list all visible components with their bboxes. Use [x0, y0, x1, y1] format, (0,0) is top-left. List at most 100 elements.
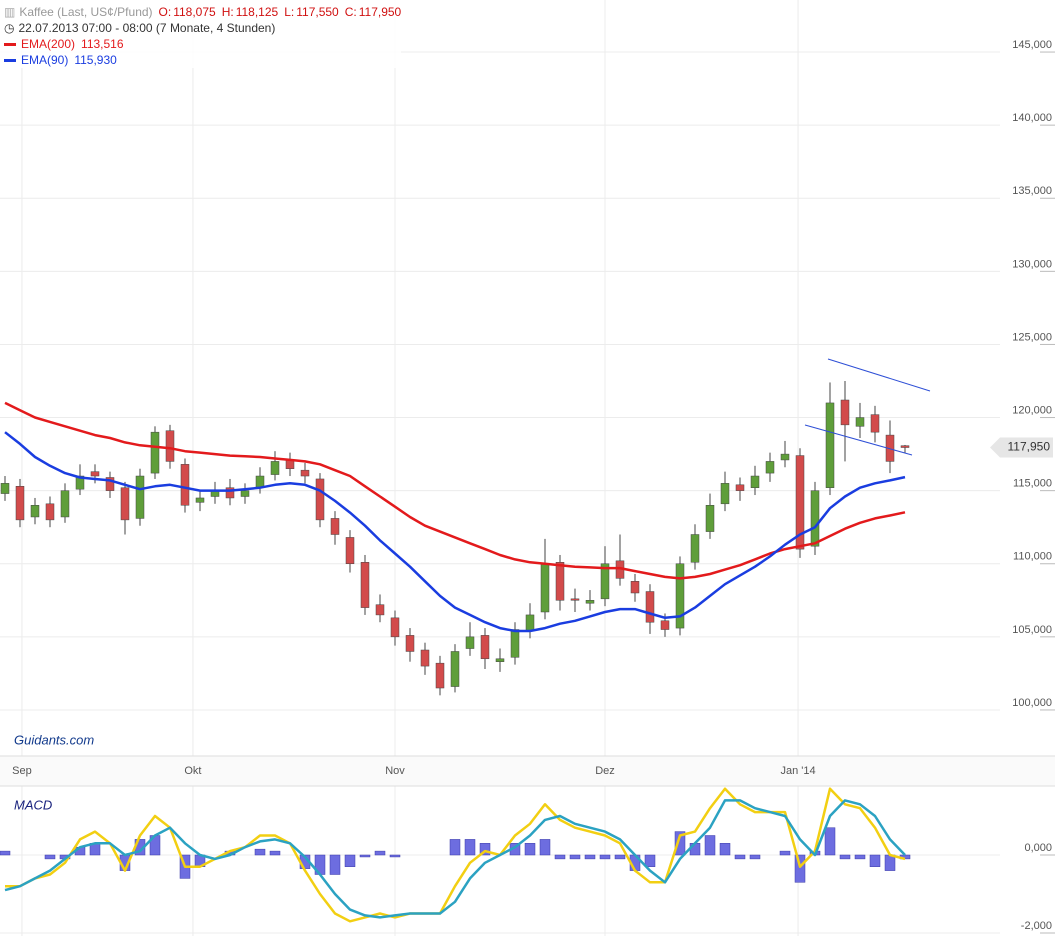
histogram-bar: [869, 854, 881, 867]
header-row: ◷ 22.07.2013 07:00 - 08:00 (7 Monate, 4 …: [4, 20, 401, 36]
y-tick-label: 110,000: [1013, 551, 1052, 563]
legend-row: EMA(200) 113,516: [4, 36, 401, 52]
candle-body: [750, 475, 760, 488]
last-price-label: 117,950: [1008, 440, 1051, 454]
candle-body: [705, 505, 715, 532]
candle-body: [450, 651, 460, 687]
candle-body: [405, 635, 415, 652]
histogram-bar: [734, 854, 746, 860]
legend-value: 115,930: [74, 53, 117, 67]
candle-body: [600, 563, 610, 600]
marks-layer: [0, 380, 911, 923]
candle-body: [900, 445, 910, 448]
candle-body: [885, 434, 895, 462]
histogram-bar: [884, 854, 896, 871]
histogram-bar: [539, 839, 551, 856]
histogram-bar: [644, 854, 656, 867]
histogram-bar: [569, 854, 581, 860]
candle-body: [330, 518, 340, 535]
candle-body: [465, 636, 475, 649]
candle-body: [360, 562, 370, 608]
histogram-bar: [344, 854, 356, 867]
histogram-bar: [389, 854, 401, 858]
histogram-bar: [839, 854, 851, 860]
histogram-bar: [794, 854, 806, 883]
candle-body: [300, 469, 310, 477]
macd-title: MACD: [14, 797, 52, 812]
candle-body: [855, 417, 865, 427]
histogram-bar: [554, 854, 566, 860]
histogram-bar: [44, 854, 56, 860]
histogram-bar: [269, 850, 281, 856]
candle-body: [735, 484, 745, 491]
candle-body: [270, 461, 280, 475]
header: ▥ Kaffee (Last, US¢/Pfund) O: 118,075 H: 1…: [0, 0, 402, 68]
candle-body: [45, 503, 55, 521]
ohlc-value: 118,075: [173, 5, 216, 19]
candle-body: [90, 471, 100, 477]
x-tick-label: Sep: [12, 765, 32, 777]
y-tick-label: 125,000: [1012, 331, 1052, 343]
candle-body: [525, 614, 535, 632]
histogram-bar: [719, 843, 731, 856]
y-tick-label: 115,000: [1013, 478, 1052, 490]
candle-body: [30, 505, 40, 518]
histogram-bar: [374, 850, 386, 856]
histogram-bar: [854, 854, 866, 860]
series-line: [4, 401, 906, 580]
x-tick-label: Okt: [184, 765, 201, 777]
histogram-bar: [824, 827, 836, 856]
x-axis-band: [0, 756, 1055, 786]
candle-body: [375, 604, 385, 616]
candle-body: [495, 658, 505, 662]
trend-line: [804, 424, 913, 456]
header-row: ▥ Kaffee (Last, US¢/Pfund) O: 118,075 H: 1…: [4, 4, 401, 20]
candle-icon: ▥: [4, 5, 16, 19]
candle-body: [390, 617, 400, 638]
candle-body: [15, 486, 25, 521]
candle-body: [570, 598, 580, 601]
y-tick-label: 100,000: [1012, 697, 1052, 709]
candle-body: [720, 483, 730, 505]
y-tick-label: -2,000: [1021, 920, 1052, 932]
instrument: Kaffee (Last, US¢/Pfund): [19, 5, 153, 19]
legend-name: EMA(200): [21, 37, 76, 51]
histogram-bar: [584, 854, 596, 860]
ohlc-key: C:: [344, 5, 357, 19]
histogram-bar: [359, 854, 371, 858]
candle-body: [765, 461, 775, 474]
candle-body: [480, 635, 490, 660]
candle-body: [345, 537, 355, 564]
candle-body: [225, 487, 235, 499]
candle-body: [75, 475, 85, 490]
candle-body: [315, 478, 325, 521]
candle-body: [810, 490, 820, 547]
candle-body: [780, 453, 790, 461]
period: 22.07.2013 07:00 - 08:00 (7 Monate, 4 St…: [18, 21, 276, 35]
candle-body: [660, 620, 670, 630]
legend-swatch: [4, 42, 16, 46]
candle-body: [105, 477, 115, 491]
candle-body: [645, 591, 655, 623]
candle-body: [240, 490, 250, 497]
histogram-bar: [524, 843, 536, 856]
histogram-bar: [329, 854, 341, 875]
histogram-bar: [0, 850, 11, 856]
candle-body: [165, 430, 175, 462]
legend-value: 113,516: [81, 37, 124, 51]
clock-icon: ◷: [4, 21, 15, 35]
ohlc-key: O:: [158, 5, 172, 19]
candle-body: [510, 629, 520, 658]
candle-body: [630, 581, 640, 594]
histogram-bar: [704, 835, 716, 856]
histogram-bar: [449, 839, 461, 856]
candle-body: [795, 455, 805, 550]
candle-body: [825, 402, 835, 488]
series-line: [5, 787, 906, 923]
series-line: [4, 799, 906, 919]
y-tick-label: 0,000: [1024, 842, 1052, 854]
histogram-bar: [614, 854, 626, 860]
ohlc-value: 117,950: [358, 5, 402, 19]
histogram-bar: [779, 850, 791, 856]
